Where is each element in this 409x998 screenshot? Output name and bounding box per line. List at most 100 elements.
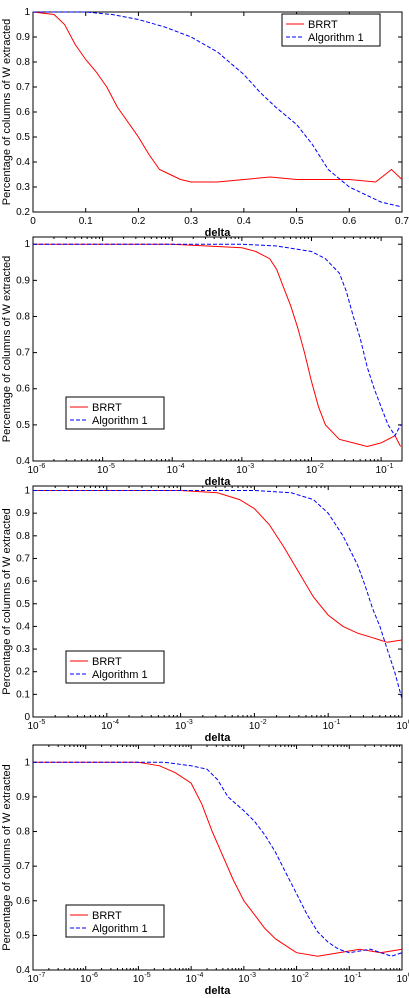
x-tick-label: 10 <box>236 465 248 476</box>
y-tick-label: 0.9 <box>16 275 30 286</box>
x-tick-exponent: -7 <box>39 972 45 979</box>
x-tick-exponent: -1 <box>355 972 361 979</box>
series-line-algorithm-1 <box>33 761 403 957</box>
x-tick-label: 10 <box>249 721 261 732</box>
x-tick-label: 0.2 <box>131 216 145 227</box>
series-line-brrt <box>33 490 403 643</box>
y-tick-label: 0.9 <box>16 508 30 519</box>
legend-entry: Algorithm 1 <box>92 415 148 427</box>
legend-entry: Algorithm 1 <box>92 923 148 935</box>
x-tick-exponent: -2 <box>260 719 266 726</box>
y-tick-label: 0.7 <box>16 82 30 93</box>
x-tick-exponent: -2 <box>317 463 323 470</box>
y-tick-label: 0.3 <box>16 644 30 655</box>
x-tick-exponent: -1 <box>387 463 393 470</box>
series-line-brrt <box>33 761 403 957</box>
x-tick-label: 10 <box>323 721 335 732</box>
y-tick-label: 0.8 <box>16 827 30 838</box>
plot-frame <box>32 485 403 718</box>
series-line-brrt <box>32 11 403 183</box>
y-tick-label: 0.5 <box>16 930 30 941</box>
legend-entry: BRRT <box>92 656 122 668</box>
y-axis-label: Percentage of columns of W extracted <box>1 256 13 442</box>
legend-entry: BRRT <box>92 402 122 414</box>
y-tick-label: 0.5 <box>16 599 30 610</box>
y-tick-label: 1 <box>24 7 30 18</box>
y-tick-label: 0.4 <box>16 965 30 976</box>
x-tick-label: 10 <box>80 974 92 985</box>
x-tick-exponent: -1 <box>334 719 340 726</box>
x-tick-label: 10 <box>97 465 109 476</box>
x-axis-label: delta <box>205 732 232 744</box>
x-tick-label: 10 <box>396 974 408 985</box>
x-tick-exponent: -4 <box>178 463 184 470</box>
x-tick-exponent: -6 <box>39 463 45 470</box>
y-tick-label: 0.2 <box>16 667 30 678</box>
legend-entry: Algorithm 1 <box>308 32 364 44</box>
x-tick-label: 10 <box>376 465 388 476</box>
x-tick-exponent: -6 <box>92 972 98 979</box>
y-tick-label: 0.4 <box>16 456 30 467</box>
y-tick-label: 1 <box>24 239 30 250</box>
y-tick-label: 1 <box>24 486 30 497</box>
legend-box <box>281 13 381 47</box>
y-tick-label: 0.7 <box>16 861 30 872</box>
x-tick-label: 10 <box>238 974 250 985</box>
y-tick-label: 0.3 <box>16 182 30 193</box>
series-line-algorithm-1 <box>33 490 403 700</box>
x-tick-label: 10 <box>133 974 145 985</box>
legend-box <box>65 650 165 684</box>
x-tick-label: 10 <box>186 974 198 985</box>
y-tick-label: 0.8 <box>16 57 30 68</box>
x-tick-exponent: -3 <box>250 972 256 979</box>
y-tick-label: 0 <box>24 712 30 723</box>
x-axis-label: delta <box>205 227 232 239</box>
x-tick-label: 10 <box>175 721 187 732</box>
x-tick-label: 10 <box>27 721 39 732</box>
legend-box <box>65 396 165 430</box>
x-tick-label: 10 <box>344 974 356 985</box>
x-tick-label: 10 <box>291 974 303 985</box>
y-tick-label: 0.6 <box>16 107 30 118</box>
y-tick-label: 0.6 <box>16 576 30 587</box>
chart-1: 0.2 0.3 0.4 0.5 0.6 0.7 0.8 0.9 1 0 0.1 0.2 0.3 0.4 0.… <box>1 7 409 239</box>
series-line-algorithm-1 <box>33 11 403 208</box>
y-tick-label: 0.9 <box>16 32 30 43</box>
y-tick-label: 0.9 <box>16 792 30 803</box>
y-tick-label: 0.4 <box>16 621 30 632</box>
x-tick-exponent: -3 <box>248 463 254 470</box>
x-tick-label: 10 <box>27 465 39 476</box>
x-tick-label: 0 <box>30 216 36 227</box>
x-tick-exponent: -4 <box>113 719 119 726</box>
series-line-algorithm-1 <box>33 243 402 437</box>
series-line-brrt <box>33 243 402 448</box>
y-tick-label: 1 <box>24 757 30 768</box>
x-tick-exponent: -5 <box>144 972 150 979</box>
y-tick-label: 0.1 <box>16 689 30 700</box>
legend-entry: Algorithm 1 <box>92 669 148 681</box>
plot-frame <box>32 236 403 462</box>
x-tick-label: 0.1 <box>79 216 93 227</box>
x-tick-label: 10 <box>101 721 113 732</box>
x-tick-label: 10 <box>396 721 408 732</box>
x-tick-label: 0.3 <box>184 216 198 227</box>
x-tick-exponent: -2 <box>303 972 309 979</box>
y-axis-label: Percentage of columns of W extracted <box>1 19 13 205</box>
x-tick-label: 10 <box>167 465 179 476</box>
x-tick-label: 0.7 <box>395 216 409 227</box>
x-tick-exponent: -3 <box>187 719 193 726</box>
x-tick-exponent: -5 <box>39 719 45 726</box>
x-tick-exponent: -5 <box>109 463 115 470</box>
x-tick-label: 10 <box>27 974 39 985</box>
y-tick-label: 0.5 <box>16 132 30 143</box>
plot-frame <box>32 744 403 971</box>
x-tick-label: 0.6 <box>342 216 356 227</box>
y-tick-label: 0.6 <box>16 896 30 907</box>
x-tick-label: 0.5 <box>290 216 304 227</box>
